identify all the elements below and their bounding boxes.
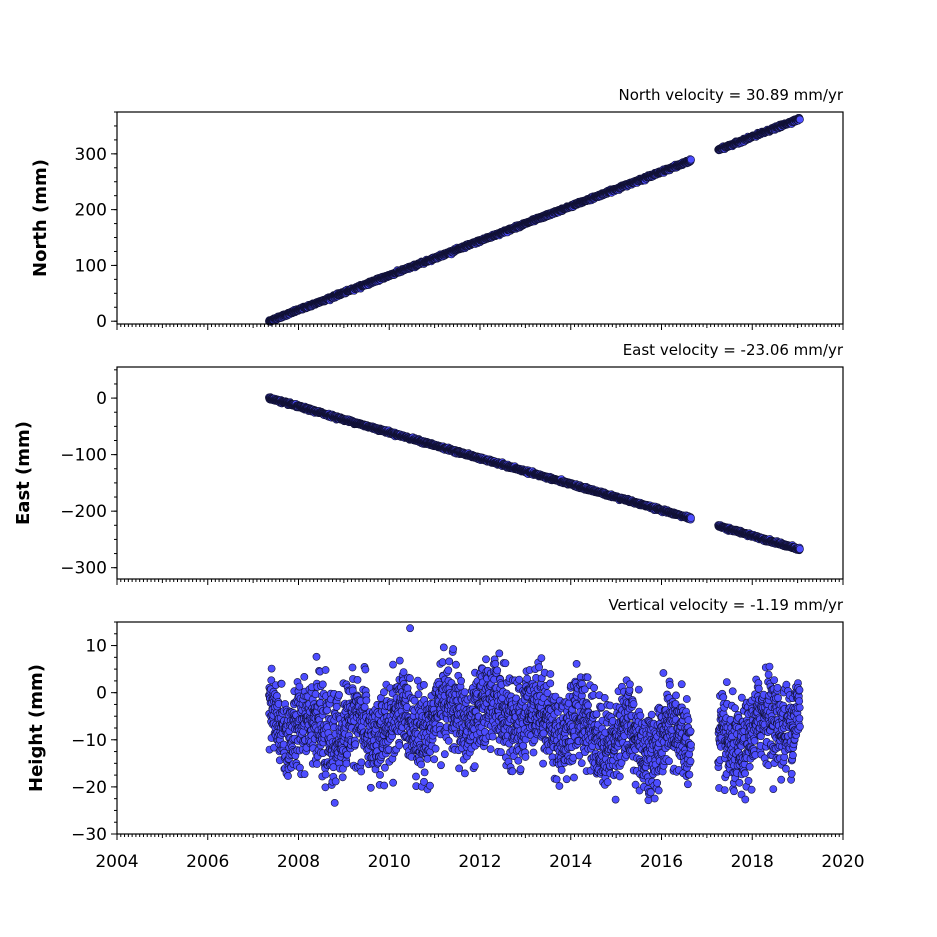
north-data-points (265, 114, 804, 326)
north-y-tick-label: 300 (75, 145, 107, 165)
east-y-axis-label: East (mm) (13, 421, 34, 525)
east-velocity-title: East velocity = -23.06 mm/yr (623, 341, 844, 359)
north-y-tick-label: 100 (75, 256, 107, 276)
north-data-point (796, 115, 804, 124)
north-y-tick-label: 0 (96, 312, 107, 332)
north-x-ticks (116, 324, 844, 330)
north-velocity-title: North velocity = 30.89 mm/yr (619, 86, 844, 104)
north-data-point (687, 155, 695, 164)
east-data-points (265, 393, 804, 555)
north-y-axis-label: North (mm) (30, 159, 51, 277)
east-panel: East velocity = -23.06 mm/yr East (mm) 0… (13, 341, 844, 585)
north-y-ticks: 0 100 200 300 (75, 111, 117, 332)
north-panel: North velocity = 30.89 mm/yr North (mm) … (30, 86, 844, 332)
north-y-tick-label: 200 (75, 201, 107, 221)
